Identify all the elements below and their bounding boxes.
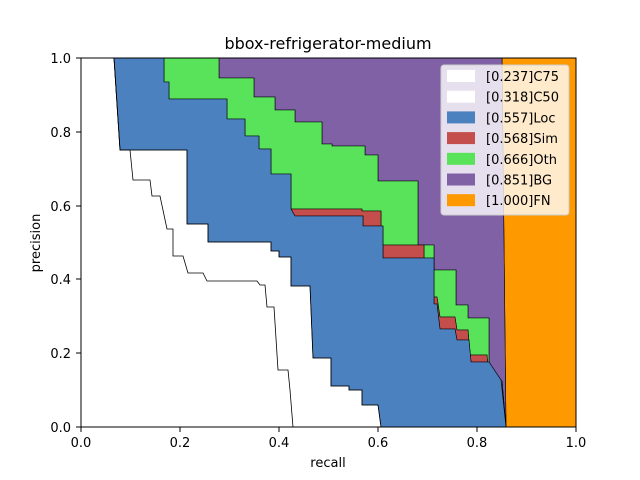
legend-label: [0.237]C75 bbox=[486, 70, 559, 85]
legend-label: [1.000]FN bbox=[486, 194, 551, 209]
x-tick-label: 0.4 bbox=[269, 436, 290, 451]
legend-swatch bbox=[447, 111, 475, 124]
c50-curve bbox=[113, 57, 382, 428]
x-tick-label: 0.8 bbox=[467, 436, 488, 451]
legend-label: [0.318]C50 bbox=[486, 91, 559, 106]
x-tick-label: 0.0 bbox=[71, 436, 92, 451]
y-tick-label: 0.0 bbox=[50, 421, 71, 436]
legend-swatch bbox=[447, 173, 475, 186]
y-tick-label: 1.0 bbox=[50, 52, 71, 67]
legend-swatch bbox=[447, 90, 475, 103]
legend-swatch bbox=[447, 70, 475, 82]
legend-swatch bbox=[447, 194, 475, 207]
y-axis-label: precision bbox=[29, 214, 44, 273]
axes-frame bbox=[80, 57, 577, 428]
y-tick-label: 0.2 bbox=[50, 347, 71, 362]
y-tick-label: 0.4 bbox=[50, 273, 71, 288]
y-tick-label: 0.8 bbox=[50, 126, 71, 141]
legend-label: [0.666]Oth bbox=[486, 153, 557, 168]
y-tick-label: 0.6 bbox=[50, 200, 71, 215]
x-tick-label: 0.2 bbox=[170, 436, 191, 451]
legend-swatch bbox=[447, 152, 475, 165]
x-tick-label: 1.0 bbox=[566, 436, 587, 451]
x-tick-label: 0.6 bbox=[368, 436, 389, 451]
legend: [0.237]C75 [0.318]C50 [0.557]Loc [0.568]Sim… bbox=[440, 64, 570, 216]
x-axis-label: recall bbox=[310, 456, 345, 471]
c75-curve bbox=[113, 57, 294, 428]
legend-swatch bbox=[447, 132, 475, 145]
legend-label: [0.557]Loc bbox=[486, 111, 555, 126]
x-axis: 0.0 0.2 0.4 0.6 0.8 1.0 recall bbox=[71, 427, 587, 471]
legend-label: [0.568]Sim bbox=[486, 132, 558, 147]
chart-title: bbox-refrigerator-medium bbox=[224, 34, 431, 53]
legend-label: [0.851]BG bbox=[486, 174, 552, 189]
y-axis: 0.0 0.2 0.4 0.6 0.8 1.0 precision bbox=[29, 52, 81, 436]
